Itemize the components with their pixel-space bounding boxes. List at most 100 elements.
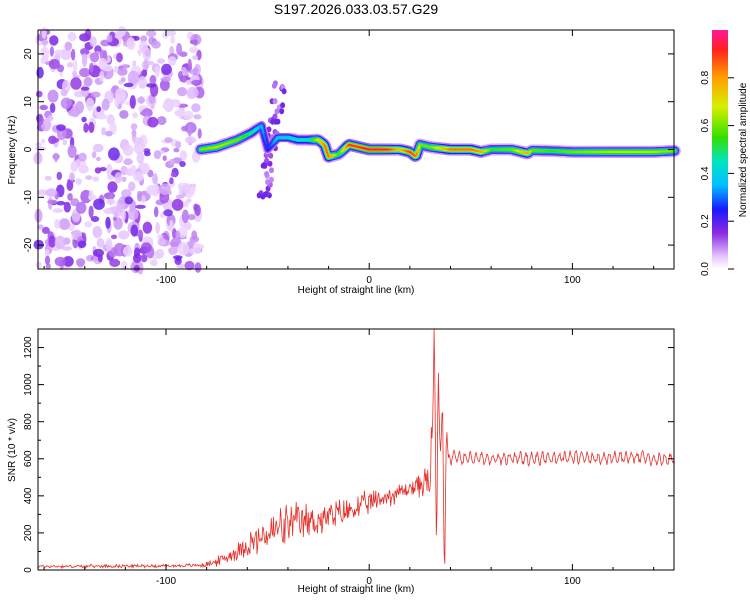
noise-blob xyxy=(58,218,70,231)
noise-blob xyxy=(136,151,145,164)
noise-blob xyxy=(56,201,66,206)
noise-blob xyxy=(126,37,136,51)
noise-blob xyxy=(96,156,101,162)
colorbar-tick-label: 0.2 xyxy=(700,214,711,228)
noise-blob xyxy=(112,216,117,221)
noise-blob xyxy=(44,175,52,181)
noise-blob xyxy=(133,265,140,272)
noise-blob xyxy=(127,208,139,221)
noise-blob xyxy=(149,259,158,267)
noise-blob xyxy=(67,193,73,201)
noise-blob xyxy=(90,216,100,222)
y-tick-label: 10 xyxy=(23,96,34,108)
noise-blob xyxy=(40,47,47,53)
colorbar-tick-label: 0.4 xyxy=(700,166,711,180)
spike-blob xyxy=(272,98,278,105)
spike-blob xyxy=(279,108,285,115)
noise-blob xyxy=(171,198,184,211)
noise-blob xyxy=(92,225,103,239)
figure-title: S197.2026.033.03.57.G29 xyxy=(274,1,438,17)
noise-blob xyxy=(39,104,48,111)
noise-blob xyxy=(88,189,94,201)
spike-blob xyxy=(274,108,280,115)
noise-blob xyxy=(89,62,94,73)
noise-blob xyxy=(169,177,174,185)
noise-blob xyxy=(47,199,58,204)
noise-blob xyxy=(191,103,201,113)
noise-blob xyxy=(186,198,192,203)
x-tick-label: 100 xyxy=(564,275,581,286)
noise-blob xyxy=(157,237,167,247)
noise-blob xyxy=(130,224,139,237)
noise-blob xyxy=(105,238,113,252)
noise-blob xyxy=(98,57,108,70)
noise-blob xyxy=(159,79,170,92)
noise-blob xyxy=(151,40,161,49)
noise-blob xyxy=(83,77,93,87)
noise-blob xyxy=(54,256,66,267)
noise-blob xyxy=(123,158,133,166)
noise-blob xyxy=(120,64,131,69)
noise-blob xyxy=(94,167,102,174)
noise-blob xyxy=(133,141,145,155)
colorbar-tick-label: 0.6 xyxy=(700,118,711,132)
noise-blob xyxy=(170,100,181,108)
noise-blob xyxy=(139,110,150,116)
spectrogram-xlabel: Height of straight line (km) xyxy=(298,285,415,296)
noise-blob xyxy=(75,178,83,185)
noise-blob xyxy=(128,181,136,192)
x-tick-label: -100 xyxy=(156,576,176,587)
noise-blob xyxy=(113,65,119,73)
noise-blob xyxy=(168,56,177,66)
noise-blob xyxy=(97,253,103,263)
y-tick-label: 400 xyxy=(23,487,34,504)
noise-blob xyxy=(150,104,155,110)
noise-blob xyxy=(161,63,172,75)
noise-blob xyxy=(135,204,146,209)
noise-blob xyxy=(169,45,175,56)
spike-blob xyxy=(270,118,276,125)
noise-blob xyxy=(91,151,97,159)
noise-blob xyxy=(67,31,77,42)
noise-blob xyxy=(121,77,126,82)
noise-blob xyxy=(92,176,100,182)
noise-blob xyxy=(48,235,56,248)
colorbar-label: Normalized spectral amplitude xyxy=(738,82,749,217)
spike-blob xyxy=(269,167,274,174)
noise-blob xyxy=(132,112,139,119)
spike-blob xyxy=(264,171,270,177)
noise-blob xyxy=(36,90,43,98)
noise-blob xyxy=(69,172,75,182)
noise-blob xyxy=(120,260,128,271)
spike-blob xyxy=(264,157,270,164)
noise-blob xyxy=(179,161,186,167)
noise-blob xyxy=(173,147,180,153)
noise-blob xyxy=(175,230,181,240)
noise-blob xyxy=(88,205,94,218)
y-tick-label: 800 xyxy=(23,413,34,430)
noise-blob xyxy=(88,121,95,134)
noise-blob xyxy=(184,260,195,271)
snr-series-line xyxy=(37,328,675,570)
noise-blob xyxy=(73,59,78,73)
noise-blob xyxy=(140,254,148,263)
noise-blob xyxy=(146,83,157,88)
y-tick-label: 0 xyxy=(23,146,34,152)
noise-blob xyxy=(117,67,128,76)
noise-blob xyxy=(94,45,102,54)
colorbar: 0.0 0.2 0.4 0.6 0.8 Normalized spectral ampl… xyxy=(700,30,749,276)
noise-blob xyxy=(54,219,61,229)
noise-blob xyxy=(44,249,50,258)
noise-blob xyxy=(170,172,177,177)
noise-blob xyxy=(193,203,198,212)
noise-blob xyxy=(116,52,123,63)
spike-blob xyxy=(266,126,272,133)
noise-blob xyxy=(189,39,199,45)
noise-blob xyxy=(47,115,54,122)
noise-blob xyxy=(60,97,72,110)
noise-blob xyxy=(174,109,185,117)
noise-blob xyxy=(136,96,146,104)
y-tick-label: 0 xyxy=(23,567,34,573)
noise-blob xyxy=(194,262,202,273)
